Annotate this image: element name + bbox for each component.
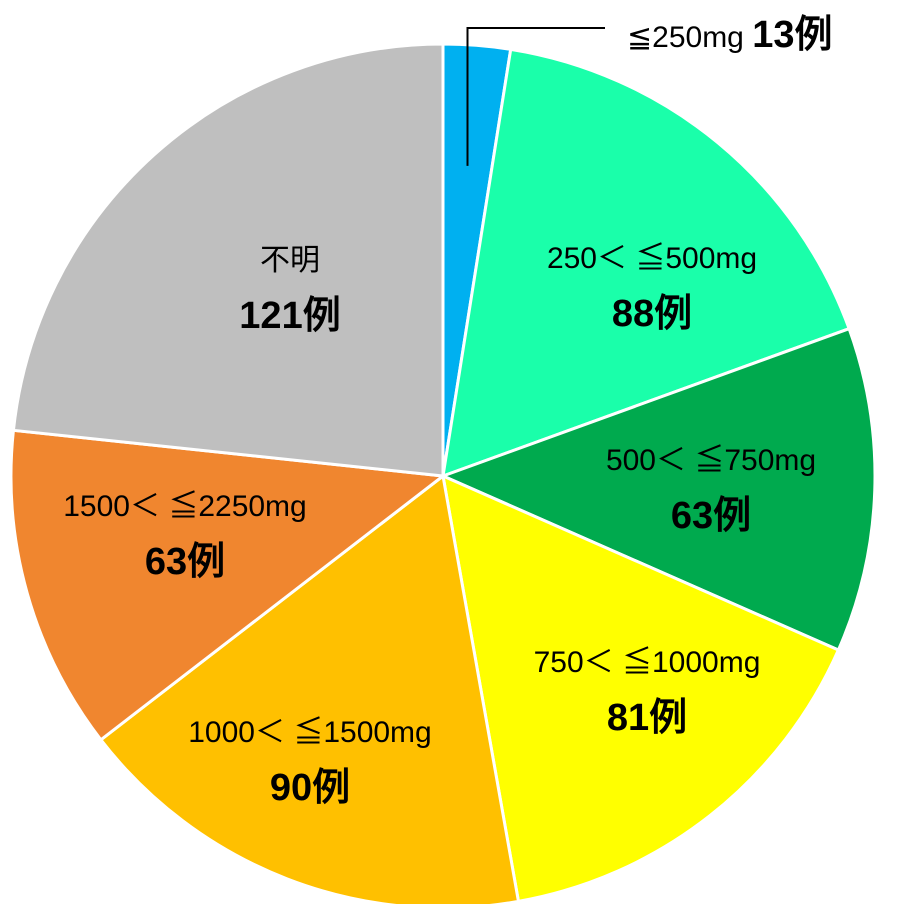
slice-range-label: ≦250mg [627,21,752,54]
pie-slice-3 [438,326,877,653]
slice-label-1: ≦250mg 13例 [627,14,832,56]
slice-range-label-6: 1500＜ ≦2250mg [63,490,307,523]
slice-count-label-6: 63例 [145,541,225,583]
slice-count-label: 13例 [752,14,832,56]
pie-slice-5 [98,473,521,904]
slice-range-label-4: 750＜ ≦1000mg [534,646,761,679]
slice-range-label-7: 不明 [260,244,320,277]
pie-slice-2 [441,47,852,479]
slice-count-label-5: 90例 [270,767,350,809]
slice-count-label-2: 88例 [612,293,692,335]
pie-slice-7 [11,42,445,478]
slice-range-label-2: 250＜ ≦500mg [547,242,757,275]
pie-slices [9,42,877,904]
slice-range-label-5: 1000＜ ≦1500mg [188,716,432,749]
leader-line [466,27,605,166]
slice-count-label-4: 81例 [607,697,687,739]
pie-slice-4 [441,473,841,904]
slice-count-label-3: 63例 [671,495,751,537]
slice-count-label-7: 121例 [239,295,340,337]
pie-labels: ≦250mg 13例 250＜ ≦500mg 88例 500＜ ≦750mg 63例 75… [63,14,832,809]
pie-slice-6 [9,428,447,742]
slice-range-label-3: 500＜ ≦750mg [606,444,816,477]
